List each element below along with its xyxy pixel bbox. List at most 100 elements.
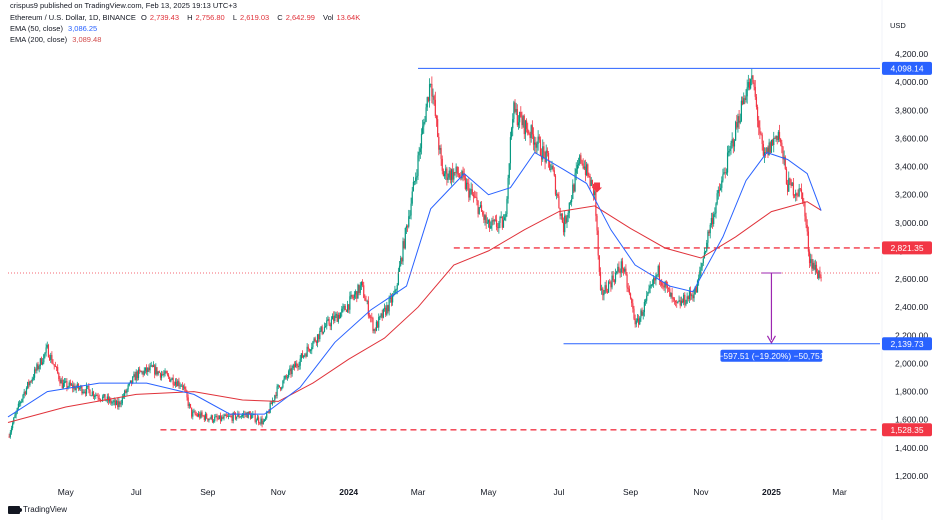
- candle-body: [208, 418, 210, 421]
- candle-body: [166, 373, 168, 375]
- candle-body: [327, 319, 329, 321]
- candle-body: [469, 190, 471, 198]
- candle-body: [698, 277, 700, 281]
- level-tag-box: [882, 423, 932, 437]
- candle-body: [337, 314, 339, 322]
- candle-body: [132, 376, 134, 384]
- candle-body: [8, 436, 10, 438]
- candle-body: [470, 189, 472, 191]
- candle-body: [531, 125, 533, 135]
- candle-body: [432, 96, 434, 98]
- price-tick-label: 1,400.00: [895, 443, 928, 453]
- candle-body: [763, 152, 766, 156]
- candle-body: [334, 315, 336, 321]
- candle-body: [18, 403, 21, 405]
- candle-body: [453, 171, 455, 180]
- candle-body: [367, 300, 369, 316]
- ema200-legend[interactable]: EMA (200, close) 3,089.48: [10, 35, 104, 45]
- candle-body: [214, 416, 216, 422]
- candle-body: [745, 96, 747, 100]
- ema50-legend[interactable]: EMA (50, close) 3,086.25: [10, 24, 100, 34]
- price-axis[interactable]: 4,200.00 4,000.00 3,800.00 3,600.00 3,400.00…: [895, 49, 928, 481]
- candle-body: [642, 312, 644, 316]
- candle-body: [223, 416, 225, 419]
- candle-body: [807, 231, 809, 252]
- candle-body: [126, 389, 128, 393]
- candle-body: [74, 385, 76, 391]
- time-tick-label: Mar: [411, 487, 426, 497]
- tradingview-logo[interactable]: TradingView: [8, 505, 67, 514]
- candle-body: [514, 102, 516, 112]
- candle-body: [305, 354, 307, 357]
- time-tick-label: May: [58, 487, 75, 497]
- time-axis[interactable]: May Jul Sep Nov 2024 Mar May Jul Sep Nov 2025 Mar: [58, 487, 847, 497]
- ema50-value: 3,086.25: [68, 24, 98, 33]
- candle-body: [278, 385, 281, 388]
- candle-body: [370, 316, 372, 318]
- candle-body: [504, 217, 506, 221]
- candle-body: [89, 389, 91, 396]
- candle-body: [523, 115, 525, 135]
- candle-body: [83, 391, 85, 393]
- candle-body: [437, 119, 439, 137]
- candle-body: [43, 354, 45, 363]
- currency-label[interactable]: USD: [890, 21, 906, 30]
- candle-body: [671, 292, 673, 298]
- candle-body: [654, 278, 656, 281]
- candle-body: [386, 305, 388, 315]
- candle-body: [211, 415, 214, 422]
- horizontal-levels: [160, 67, 880, 431]
- candle-body: [271, 400, 274, 405]
- candle-body: [501, 216, 503, 228]
- symbol-ohlc-line: Ethereum / U.S. Dollar, 1D, BINANCE O 2,7…: [10, 13, 366, 23]
- candle-body: [771, 140, 774, 145]
- candle-body: [282, 380, 284, 388]
- measure-arrowhead: [766, 335, 776, 344]
- candle-body: [684, 294, 686, 305]
- candle-body: [256, 417, 259, 421]
- candle-body: [187, 397, 189, 406]
- candle-body: [448, 170, 450, 178]
- candle-body: [62, 383, 65, 389]
- candle-body: [150, 365, 152, 367]
- candle-body: [315, 341, 317, 344]
- candle-body: [419, 148, 421, 152]
- candle-body: [741, 100, 744, 105]
- candle-body: [134, 374, 136, 381]
- candle-body: [359, 285, 361, 293]
- candle-body: [788, 178, 790, 192]
- symbol-name[interactable]: Ethereum / U.S. Dollar, 1D, BINANCE: [10, 13, 136, 22]
- candle-body: [434, 99, 436, 116]
- candle-body: [329, 324, 331, 327]
- candle-body: [646, 295, 648, 301]
- candle-body: [299, 358, 301, 366]
- candle-body: [605, 285, 607, 292]
- candle-body: [390, 297, 393, 303]
- time-tick-label: 2024: [339, 487, 358, 497]
- candle-body: [23, 391, 25, 396]
- candle-body: [117, 400, 119, 407]
- candle-body: [619, 271, 621, 273]
- candle-body: [246, 413, 248, 418]
- candle-body: [178, 380, 180, 386]
- candle-body: [743, 98, 745, 105]
- candle-body: [65, 381, 67, 382]
- candle-body: [546, 150, 548, 154]
- candle-body: [774, 138, 776, 139]
- candle-body: [547, 153, 550, 161]
- candle-body: [588, 176, 590, 177]
- candle-body: [649, 285, 651, 289]
- candle-body: [516, 109, 518, 126]
- candle-body: [215, 416, 217, 418]
- candle-body: [350, 294, 352, 297]
- candle-body: [408, 216, 410, 227]
- candle-body: [542, 146, 544, 160]
- candle-body: [680, 300, 682, 306]
- candle-body: [806, 224, 808, 232]
- candle-body: [672, 297, 674, 299]
- candle-body: [760, 133, 762, 135]
- candle-body: [159, 372, 162, 378]
- measure-label: −597.51 (−19.20%) −50,751: [718, 349, 825, 362]
- candle-body: [584, 166, 587, 176]
